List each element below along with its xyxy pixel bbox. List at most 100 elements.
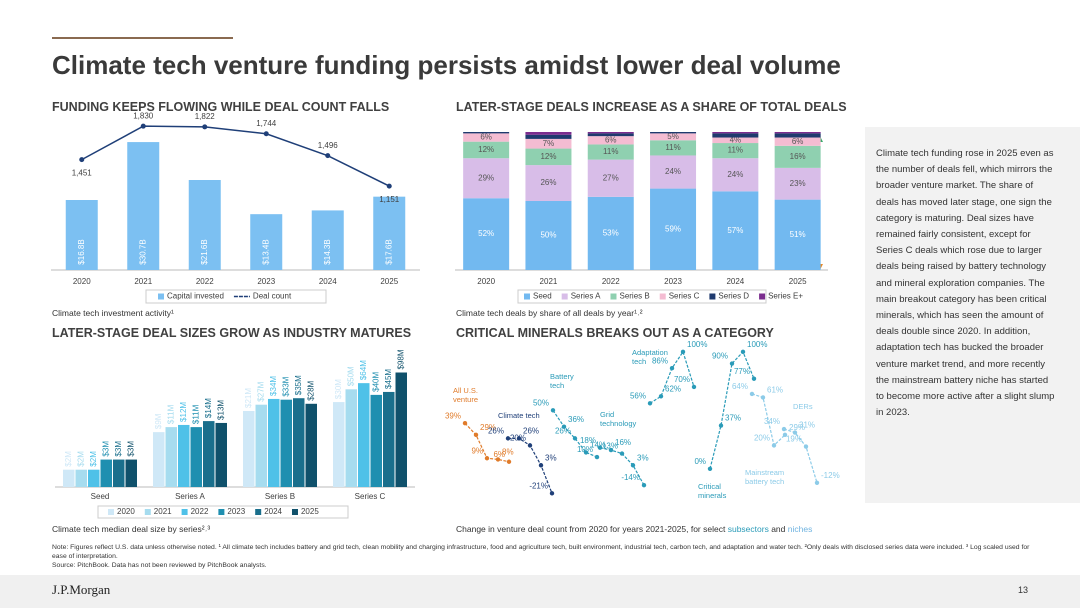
value-label: 77%: [734, 367, 750, 376]
bar-segment: [587, 136, 634, 145]
point: [462, 420, 468, 426]
series-name: Climate tech: [498, 411, 540, 420]
value-label: $30.7B: [138, 239, 147, 264]
bar-segment: [774, 167, 821, 200]
legend-label: 2022: [191, 507, 209, 516]
bar: [125, 459, 137, 487]
value-label: 100%: [747, 340, 767, 349]
value-label: 29%: [480, 423, 496, 432]
value-label: 0%: [694, 457, 706, 466]
value-label: 14%: [590, 441, 606, 450]
value-label: $35M: [294, 375, 303, 395]
point: [680, 349, 686, 355]
point: [263, 131, 269, 137]
legend-label: Deal count: [253, 292, 292, 301]
value-label: 59%: [665, 224, 681, 233]
series-name: Battery tech: [550, 372, 574, 390]
value-label: $12M: [179, 402, 188, 422]
x-tick-label: Series B: [265, 492, 295, 501]
x-tick-label: 2025: [380, 277, 398, 286]
x-tick-label: 2025: [789, 277, 807, 286]
sidebar-text: Climate tech funding rose in 2025 even a…: [876, 148, 1055, 419]
value-label: 64%: [732, 382, 748, 391]
value-label: 9%: [471, 446, 483, 455]
value-label: -12%: [821, 471, 840, 480]
bar-segment: [463, 158, 510, 199]
value-label: 70%: [674, 375, 690, 384]
bar: [178, 424, 190, 487]
point: [729, 361, 735, 366]
value-label: 6%: [792, 137, 804, 146]
bar: [280, 399, 292, 487]
value-label: 19%: [786, 435, 802, 444]
value-label: 11%: [603, 147, 618, 156]
point: [79, 157, 85, 163]
value-label: 24%: [727, 170, 743, 179]
bar: [127, 142, 160, 270]
value-label: 16%: [615, 438, 631, 447]
legend-swatch: [709, 293, 716, 300]
value-label: 1,151: [379, 195, 400, 204]
point: [583, 450, 589, 455]
bar-segment: [525, 134, 572, 139]
note: Note: Figures reflect U.S. data unless o…: [52, 544, 1030, 560]
bar-segment: [650, 133, 697, 141]
point: [749, 391, 755, 397]
point: [630, 463, 636, 468]
legend-swatch: [158, 293, 164, 300]
x-tick-label: 2023: [257, 277, 275, 286]
point: [608, 447, 614, 453]
point: [506, 459, 512, 464]
point: [641, 482, 647, 488]
value-label: $33M: [281, 376, 290, 396]
chart-title: CRITICAL MINERALS BREAKS OUT AS A CATEGO…: [456, 326, 774, 340]
bar: [88, 469, 100, 487]
bar-segment: [463, 132, 510, 134]
value-label: 36%: [568, 415, 584, 424]
legend-swatch: [255, 509, 262, 515]
value-label: 11%: [665, 143, 680, 152]
bar: [65, 200, 98, 270]
caption: Change in venture deal count from 2020 f…: [456, 524, 812, 534]
value-label: 20%: [510, 433, 526, 442]
legend-label: Series C: [669, 292, 700, 301]
x-tick-label: Series A: [175, 492, 205, 501]
point: [473, 432, 479, 438]
bar: [203, 421, 215, 487]
legend-label: 2024: [264, 507, 282, 516]
legend-swatch: [659, 293, 666, 300]
bar-segment: [774, 145, 821, 168]
bar-segment: [587, 196, 634, 270]
value-label: 26%: [488, 426, 504, 435]
value-label: 26%: [555, 426, 571, 435]
legend-label: Series B: [619, 292, 649, 301]
legend-label: 2025: [301, 507, 319, 516]
point: [505, 436, 511, 441]
point: [516, 436, 522, 441]
chart-title: LATER-STAGE DEAL SIZES GROW AS INDUSTRY …: [52, 326, 412, 340]
value-label: 39%: [445, 411, 461, 420]
line: [783, 428, 818, 483]
point: [538, 463, 544, 468]
value-label: 50%: [540, 231, 556, 240]
bar: [268, 398, 280, 487]
point: [669, 366, 675, 371]
bar-segment: [774, 132, 821, 134]
value-label: $3M: [126, 441, 135, 457]
value-label: 52%: [478, 229, 494, 238]
value-label: 100%: [687, 340, 707, 349]
value-label: $2M: [76, 451, 85, 467]
bar-segment: [463, 133, 510, 142]
bar: [373, 196, 406, 270]
value-label: $11M: [166, 404, 175, 424]
point: [740, 349, 746, 355]
series-name: Adaptation tech: [632, 348, 668, 366]
value-label: 6%: [493, 450, 505, 459]
bar-segment: [463, 198, 510, 270]
value-label: $40M: [371, 372, 380, 392]
value-label: 5%: [667, 132, 679, 141]
point: [718, 423, 724, 428]
value-label: 51%: [790, 230, 806, 239]
value-label: $13.4B: [261, 239, 270, 264]
